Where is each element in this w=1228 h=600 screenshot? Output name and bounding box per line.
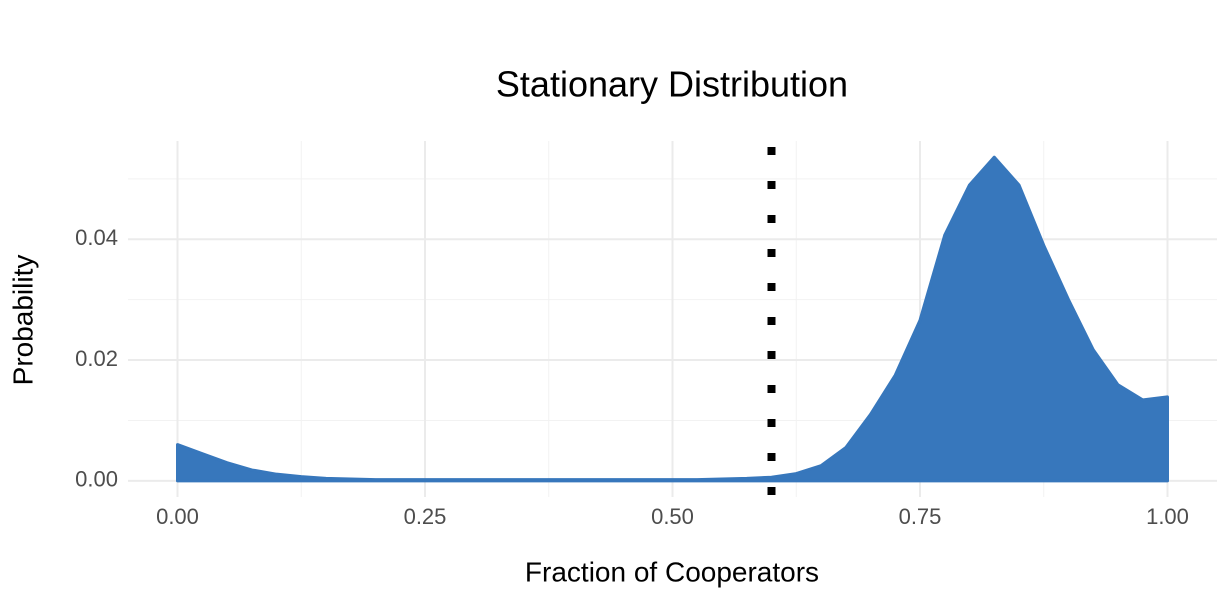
area <box>176 155 1169 483</box>
y-axis-label: Probability <box>7 255 38 386</box>
x-tick-label: 0.00 <box>156 504 199 529</box>
y-tick-label: 0.04 <box>75 225 118 250</box>
x-tick-label: 0.50 <box>651 504 694 529</box>
y-tick-label: 0.00 <box>75 467 118 492</box>
y-tick-label: 0.02 <box>75 346 118 371</box>
chart-title: Stationary Distribution <box>496 64 848 105</box>
x-tick-label: 0.75 <box>899 504 942 529</box>
x-axis-label: Fraction of Cooperators <box>525 556 819 587</box>
x-tick-label: 1.00 <box>1146 504 1189 529</box>
x-tick-label: 0.25 <box>404 504 447 529</box>
